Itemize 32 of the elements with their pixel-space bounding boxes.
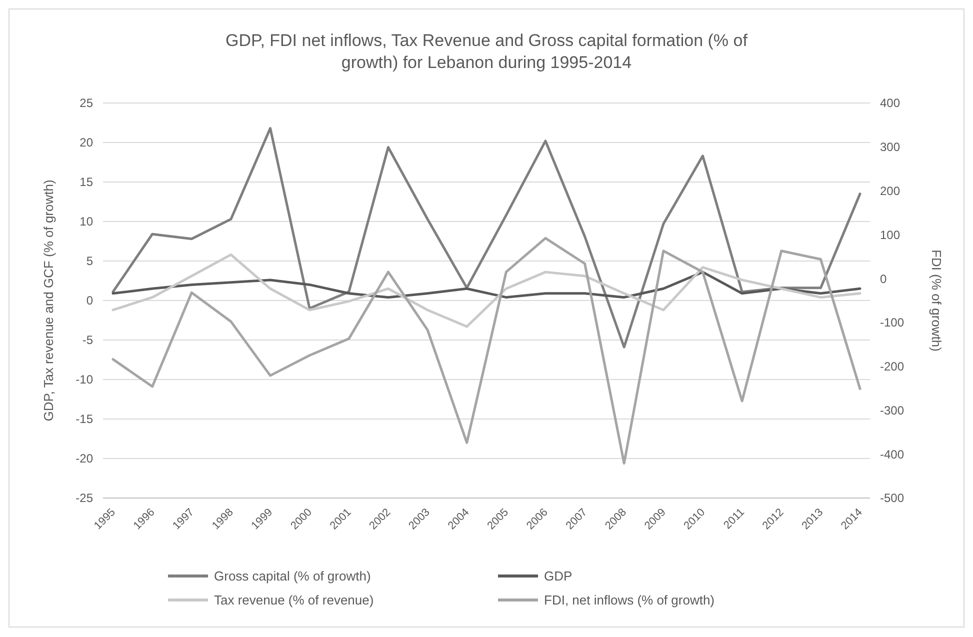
- y-tick-label: 10: [80, 214, 94, 229]
- y-tick-label: -25: [76, 491, 94, 506]
- y2-tick-label: -200: [880, 360, 904, 374]
- legend-label: FDI, net inflows (% of growth): [544, 592, 714, 608]
- y2-tick-label: 400: [880, 96, 900, 110]
- y-tick-label: 20: [80, 136, 94, 150]
- line-series: [112, 236, 862, 465]
- y-tick-label: -5: [82, 333, 94, 348]
- y-tick-label: 25: [80, 96, 94, 110]
- y2-axis-title: FDI (% of growth): [929, 250, 944, 352]
- y2-tick-label: -300: [880, 403, 904, 418]
- line-series: [112, 127, 862, 348]
- y-tick-label: -15: [76, 412, 94, 426]
- chart-title: GDP, FDI net inflows, Tax Revenue and Gross capital formation (% of growth) for Lebanon during 1995-2014: [226, 31, 748, 72]
- y2-tick-label: 100: [880, 228, 900, 242]
- y-tick-label: -20: [76, 452, 94, 466]
- y-tick-label: -10: [76, 372, 94, 387]
- legend-label: Tax revenue (% of revenue): [214, 592, 374, 608]
- y2-tick-label: -400: [880, 447, 904, 462]
- legend-label: Gross capital (% of growth): [214, 568, 371, 584]
- y-axis-title: GDP, Tax revenue and GCF (% of growth): [41, 180, 56, 422]
- y-tick-label: 15: [80, 175, 94, 190]
- y2-tick-label: 300: [880, 140, 900, 154]
- y-tick-label: 0: [86, 294, 94, 308]
- line-series: [112, 270, 862, 299]
- y2-tick-label: 200: [880, 184, 900, 198]
- y2-tick-label: -100: [880, 316, 904, 330]
- legend-label: GDP: [544, 568, 572, 584]
- line-series: [112, 253, 862, 328]
- y2-tick-label: -500: [880, 491, 904, 506]
- y2-tick-label: 0: [880, 272, 887, 286]
- y-tick-label: 5: [86, 254, 94, 268]
